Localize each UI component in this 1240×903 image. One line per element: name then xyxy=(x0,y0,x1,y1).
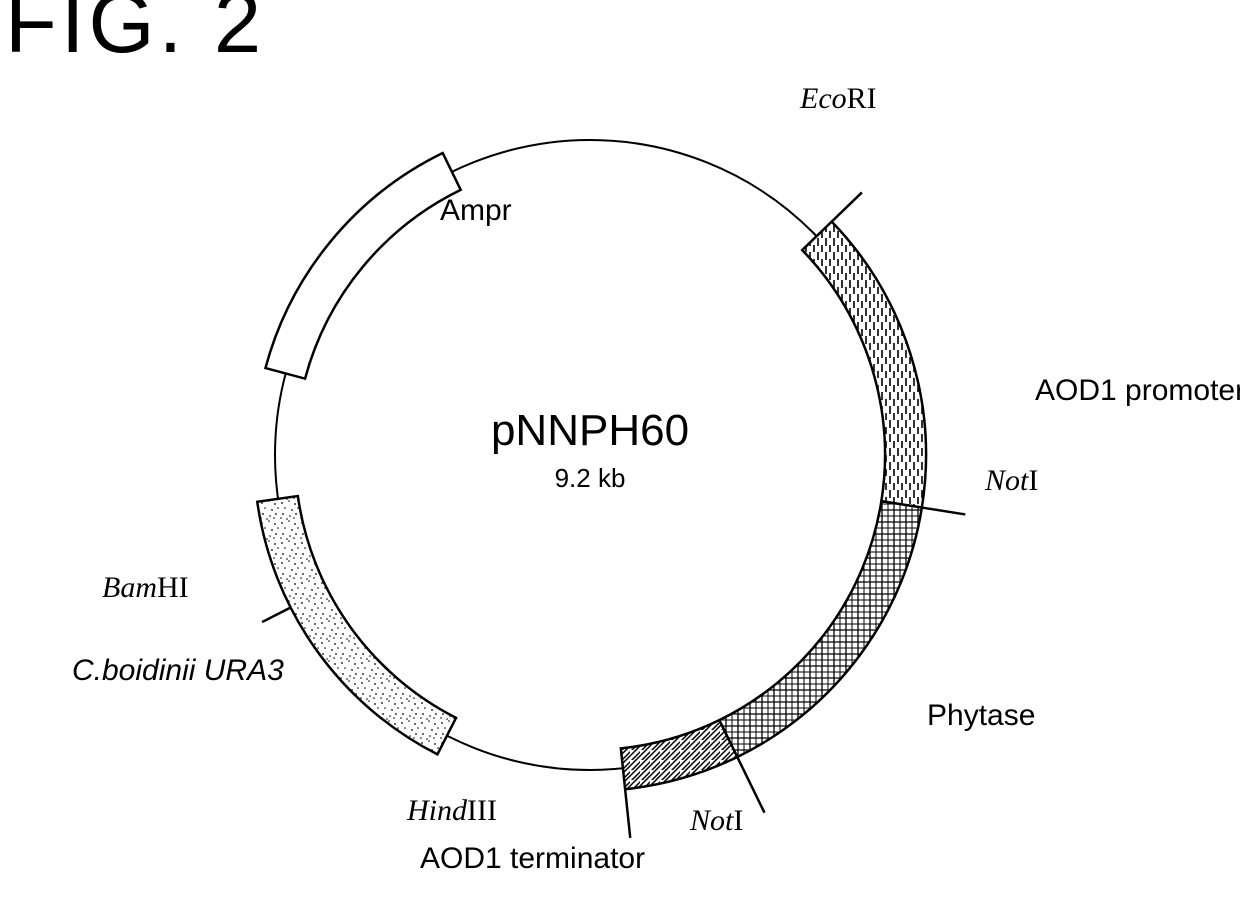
site-label-noti: NotI xyxy=(689,804,743,837)
site-label-noti: NotI xyxy=(984,464,1038,497)
segment-phytase xyxy=(719,501,922,757)
segment-label-aod1_promoter: AOD1 promoter xyxy=(1035,374,1240,407)
figure-title: FIG. 2 xyxy=(5,0,265,73)
site-tick-bamhi xyxy=(262,608,291,623)
segment-label-phytase: Phytase xyxy=(927,699,1035,732)
site-tick-ecori xyxy=(832,192,862,221)
segment-aod1_terminator xyxy=(621,720,737,789)
plasmid-name: pNNPH60 xyxy=(491,406,689,455)
plasmid-map: AOD1 promoter Phytase AOD1 terminator C.boi… xyxy=(0,0,1240,903)
segment-aod1_promoter xyxy=(802,222,926,508)
segment-label-ampr: Ampr xyxy=(440,194,512,227)
segment-label-aod1_terminator: AOD1 terminator xyxy=(420,842,645,875)
segment-label-ura3: C.boidinii URA3 xyxy=(72,654,284,687)
plasmid-size: 9.2 kb xyxy=(555,463,626,493)
site-tick-noti xyxy=(922,508,965,515)
segment-ura3 xyxy=(257,496,456,754)
segment-ampr xyxy=(265,153,460,379)
site-tick-hindiii xyxy=(625,789,630,838)
site-label-bamhi: BamHI xyxy=(102,571,189,604)
site-label-hindiii: HindIII xyxy=(406,794,497,827)
site-label-ecori: EcoRI xyxy=(799,82,877,115)
